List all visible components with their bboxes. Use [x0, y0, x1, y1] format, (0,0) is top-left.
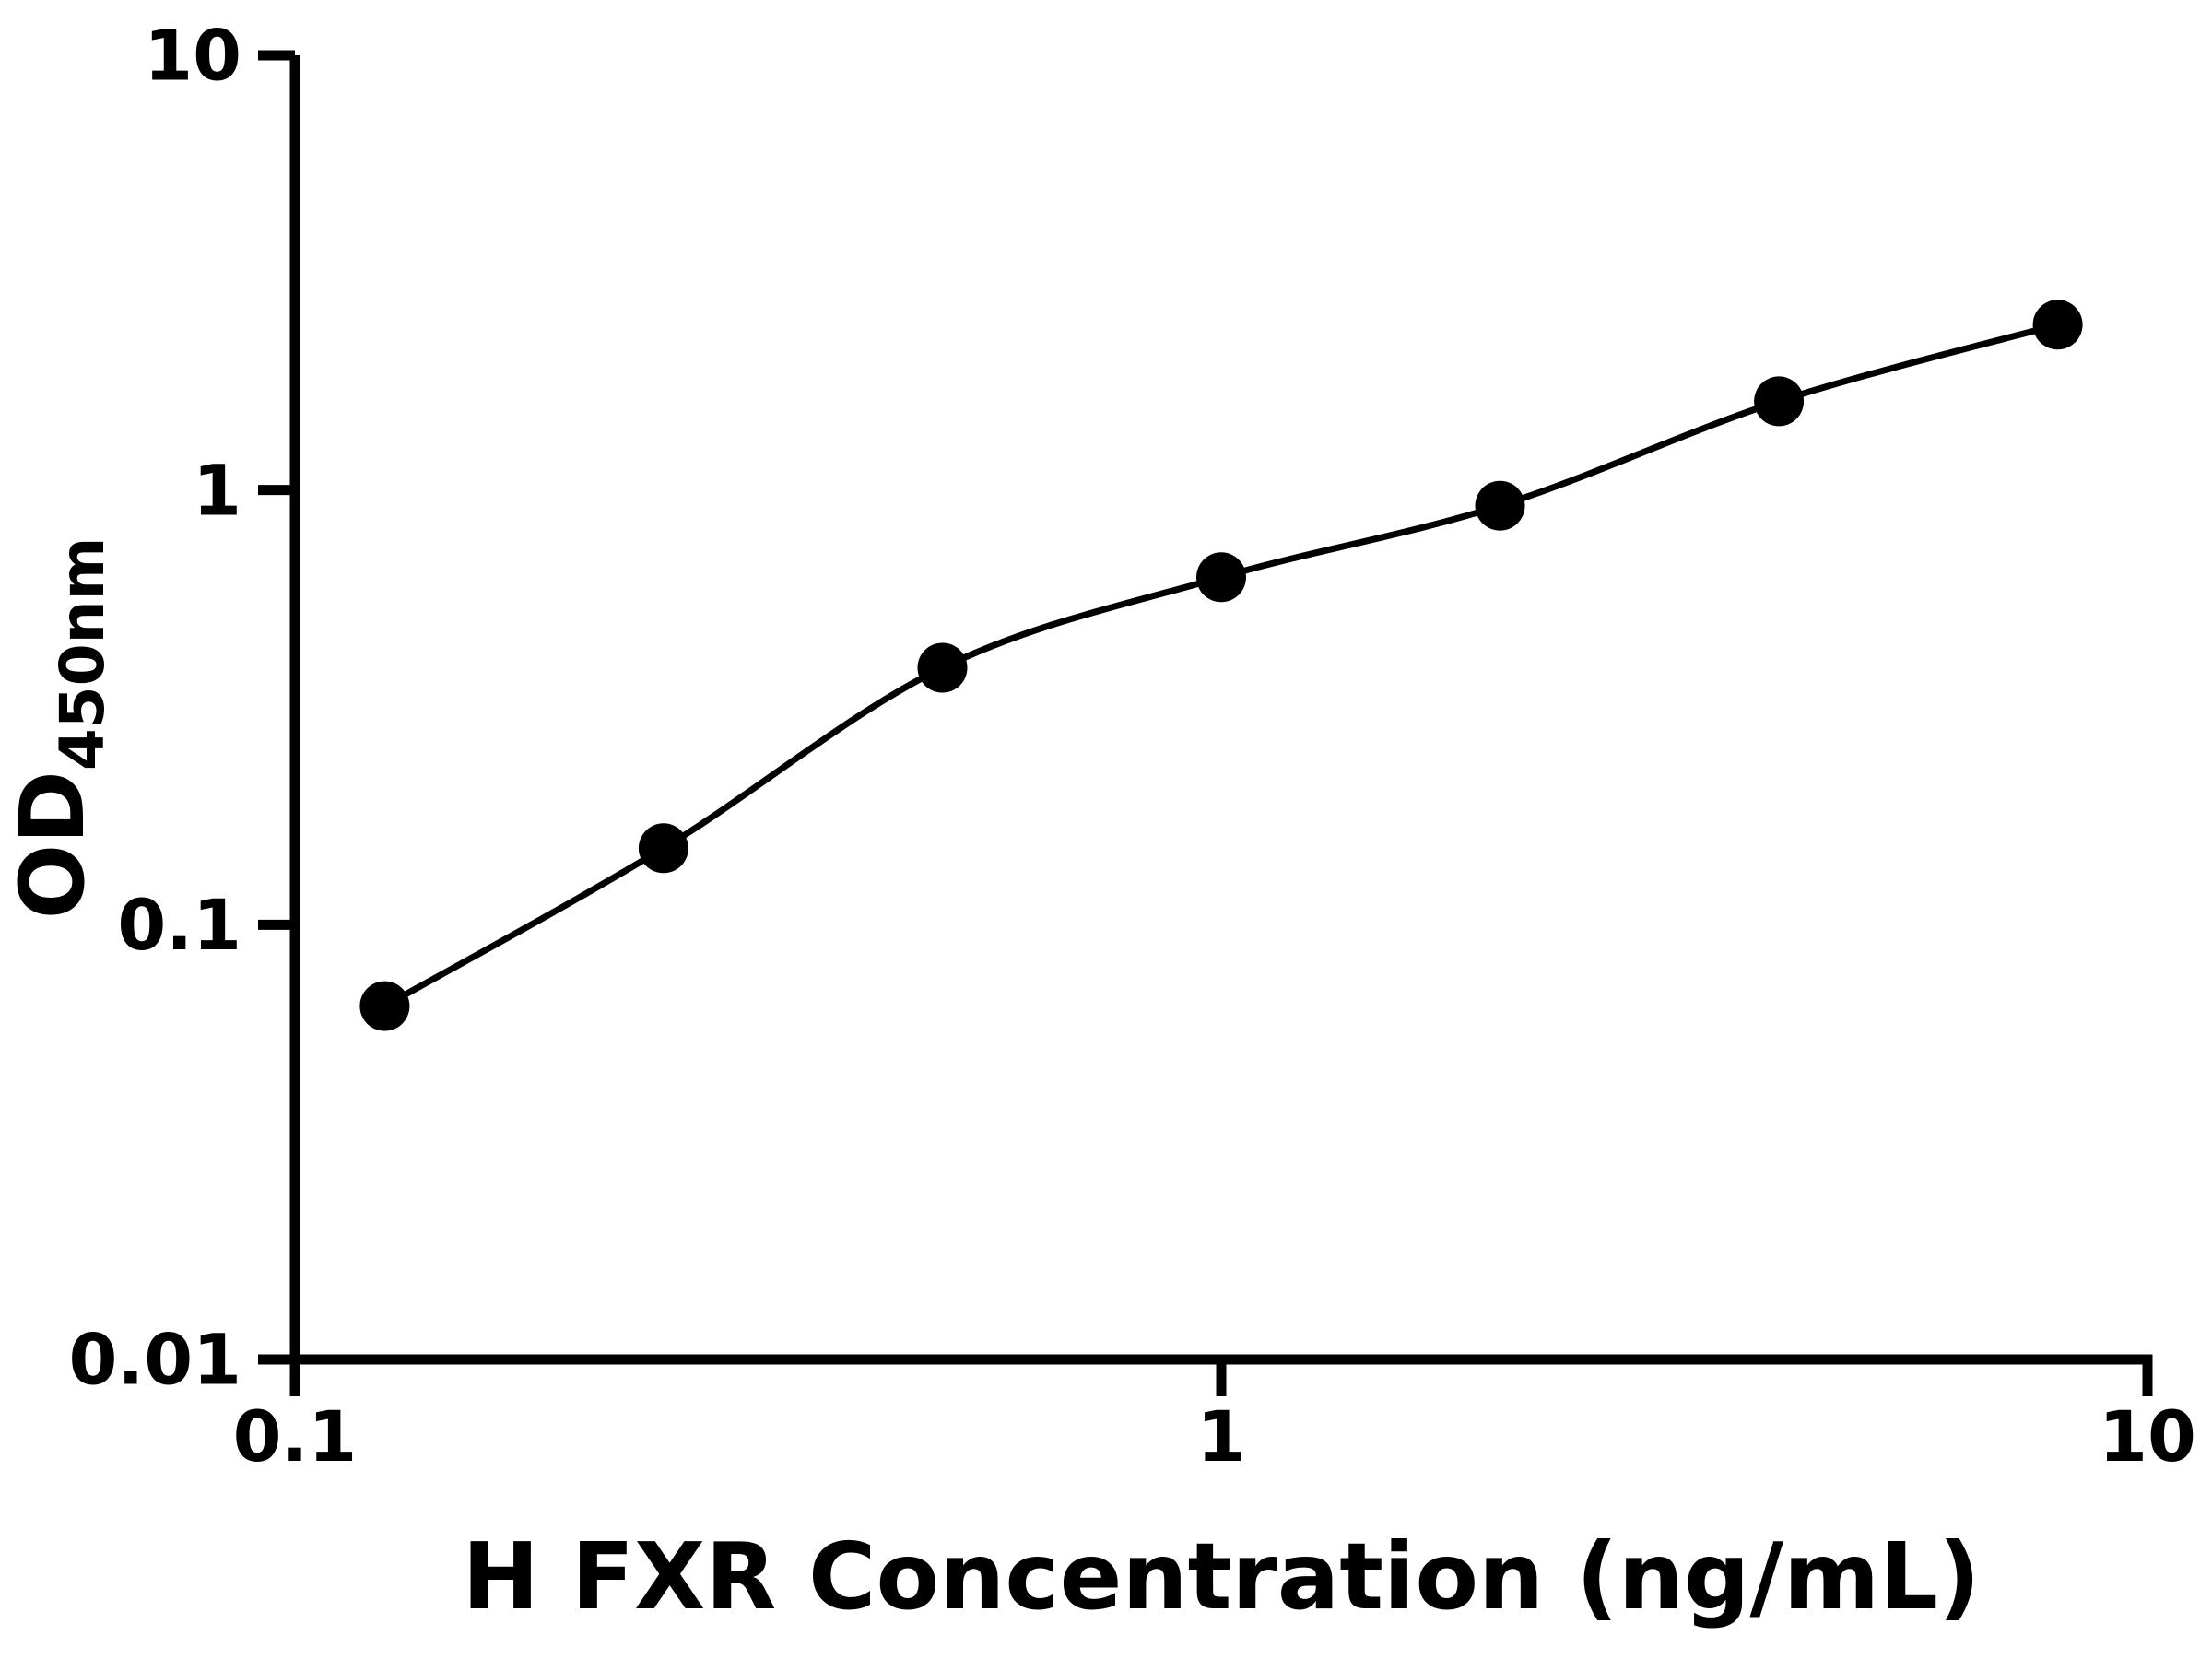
x-axis-title: H FXR Concentration (ng/mL): [462, 1523, 1980, 1630]
data-point: [1475, 480, 1525, 531]
data-point: [2032, 300, 2083, 350]
y-axis-title-subscript: 450nm: [47, 537, 118, 771]
data-point: [917, 642, 968, 693]
fit-curve: [381, 321, 2062, 1010]
data-point: [1754, 376, 1805, 427]
x-tick-label: 1: [1197, 1395, 1246, 1477]
data-point: [638, 823, 688, 874]
y-axis-title-main: OD: [1, 771, 104, 919]
x-tick-label: 10: [2099, 1395, 2196, 1477]
x-tick-label: 0.1: [233, 1395, 358, 1477]
y-tick-label: 0.01: [68, 1319, 241, 1401]
data-point: [359, 981, 410, 1031]
y-tick-label: 1: [193, 449, 241, 531]
data-point: [1196, 552, 1246, 603]
y-tick-label: 0.1: [117, 884, 241, 966]
y-tick-label: 10: [144, 15, 241, 97]
y-axis-title: OD450nm: [1, 537, 118, 920]
